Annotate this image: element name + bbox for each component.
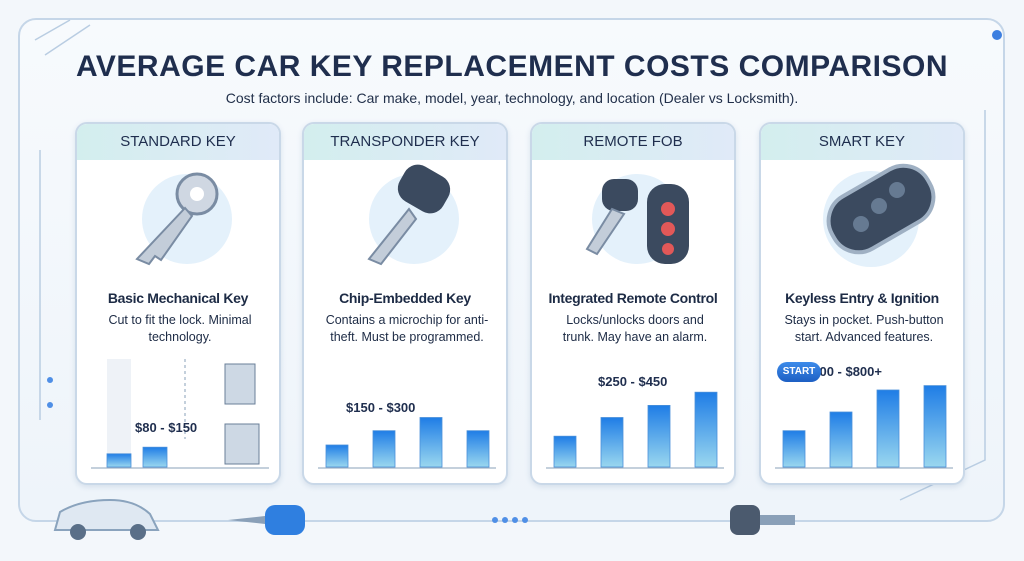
- card-title: TRANSPONDER KEY: [304, 124, 506, 160]
- card-description: Locks/unlocks doors and trunk. May have …: [562, 313, 708, 344]
- card-graphics: [775, 163, 953, 469]
- price-range: $80 - $150: [135, 420, 198, 435]
- card-graphics: [546, 174, 724, 469]
- card-description: Stays in pocket. Push-button start. Adva…: [784, 313, 944, 344]
- card-heading: Keyless Entry & Ignition: [785, 290, 939, 306]
- decor-bar: [372, 430, 396, 468]
- card: REMOTE FOB Integrated Remote Control Locks…: [530, 122, 736, 485]
- decor-bar: [600, 417, 624, 468]
- price-range: $150 - $300: [346, 400, 416, 415]
- decor-bar: [694, 391, 718, 468]
- price-range: $400 - $800+: [805, 364, 882, 379]
- subtitle: Cost factors include: Car make, model, y…: [225, 90, 799, 106]
- decor-bar: [829, 411, 853, 468]
- card-heading: Basic Mechanical Key: [107, 290, 249, 306]
- price-range: $250 - $450: [598, 374, 668, 389]
- decor-bar: [466, 430, 490, 468]
- card-title: STANDARD KEY: [77, 124, 279, 160]
- decor-bar: [325, 444, 349, 468]
- card-title: SMART KEY: [761, 124, 963, 160]
- decor-bar: [419, 417, 443, 468]
- decor-bar: [782, 430, 806, 468]
- card: TRANSPONDER KEY Chip-Embedded Key Contains…: [302, 122, 508, 485]
- decor-bar: [876, 389, 900, 468]
- card-heading: Integrated Remote Control: [548, 290, 718, 306]
- card-title: REMOTE FOB: [532, 124, 734, 160]
- card-heading: Chip-Embedded Key: [339, 290, 471, 306]
- decor-bar: [647, 404, 671, 468]
- key-icon: [228, 505, 795, 535]
- decor-bar: [923, 385, 947, 468]
- card-description: Cut to fit the lock. Minimal technology.: [108, 313, 252, 344]
- card-graphics: [91, 172, 269, 469]
- start-button: START: [777, 362, 821, 382]
- card: STANDARD KEY Basic Mechanical Key Cut to f…: [75, 122, 281, 485]
- car: [53, 498, 160, 540]
- card-description: Contains a microchip for anti-theft. Mus…: [325, 313, 489, 344]
- decor-bar: [553, 435, 577, 468]
- decor-bar: [142, 446, 168, 468]
- title: AVERAGE CAR KEY REPLACEMENT COSTS COMPAR…: [75, 50, 949, 83]
- card-graphics: [318, 164, 496, 469]
- decor-bar: [106, 453, 132, 468]
- card: SMART KEY Keyless Entry & Ignition Stays i…: [759, 122, 965, 485]
